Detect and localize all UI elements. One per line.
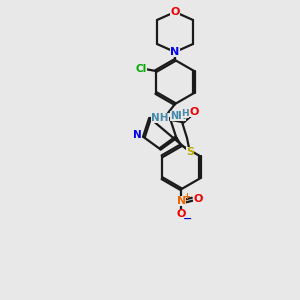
Text: N: N [176, 196, 186, 206]
Text: N: N [170, 47, 180, 57]
Text: H: H [181, 109, 189, 118]
Text: O: O [170, 7, 180, 17]
Text: O: O [189, 107, 199, 117]
Text: O: O [194, 194, 203, 204]
Text: S: S [186, 147, 194, 157]
Text: NH: NH [170, 111, 186, 121]
Text: NH: NH [151, 113, 169, 123]
Text: Cl: Cl [135, 64, 147, 74]
Text: −: − [182, 214, 192, 224]
Text: O: O [176, 209, 186, 219]
Text: +: + [183, 192, 190, 201]
Text: N: N [134, 130, 142, 140]
